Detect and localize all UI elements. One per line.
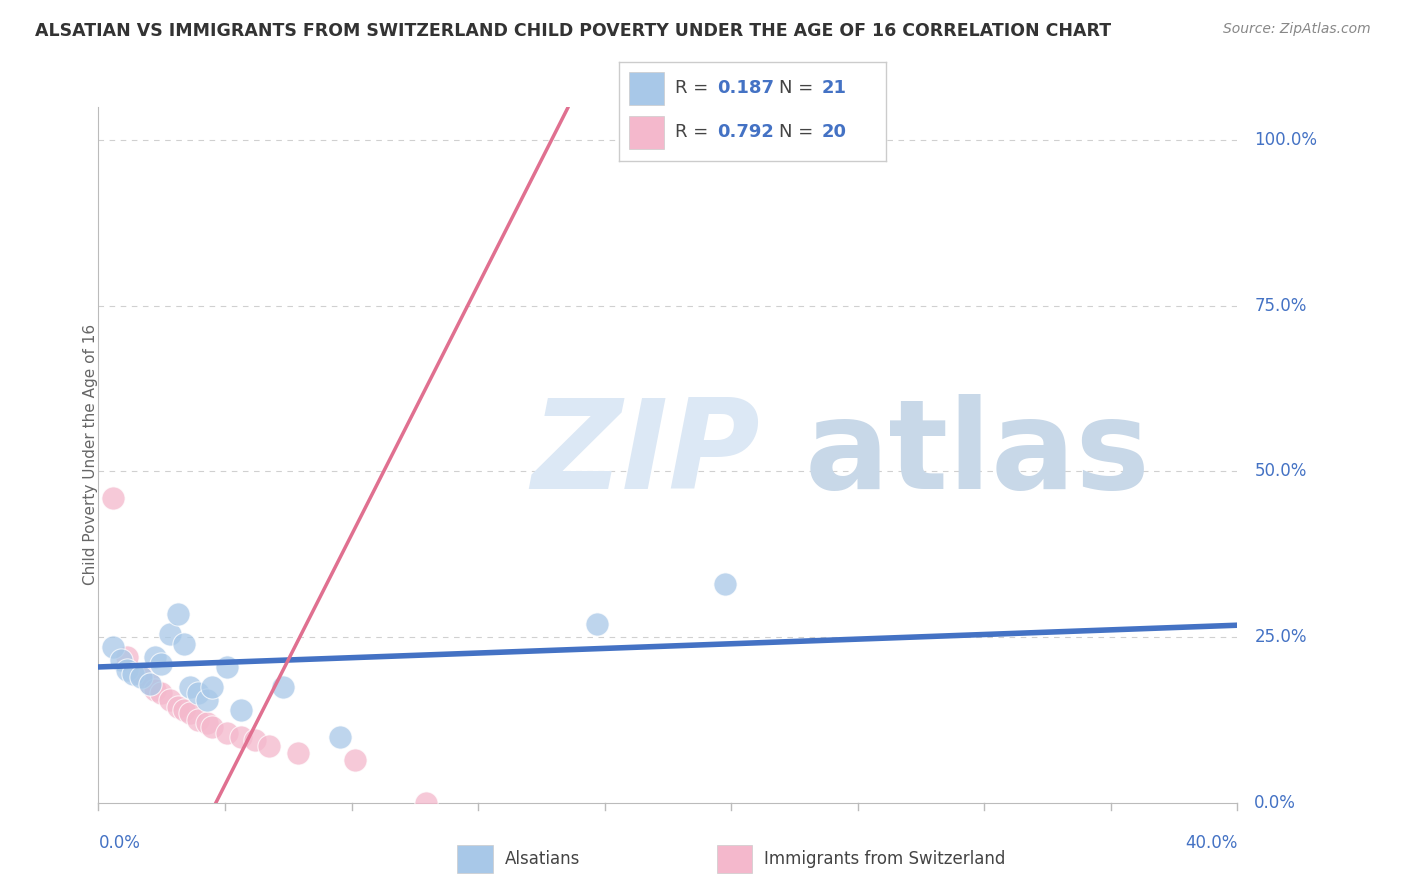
Point xyxy=(201,720,224,734)
Point xyxy=(329,730,352,744)
Point xyxy=(115,663,138,677)
Point xyxy=(229,730,252,744)
Y-axis label: Child Poverty Under the Age of 16: Child Poverty Under the Age of 16 xyxy=(83,325,97,585)
Text: R =: R = xyxy=(675,79,714,97)
Point xyxy=(187,713,209,727)
Point xyxy=(129,670,152,684)
Point xyxy=(159,627,181,641)
Point xyxy=(215,660,238,674)
FancyBboxPatch shape xyxy=(717,845,752,872)
FancyBboxPatch shape xyxy=(630,72,664,104)
Point xyxy=(259,739,281,754)
Text: N =: N = xyxy=(779,123,818,141)
Point xyxy=(243,732,266,747)
Text: 21: 21 xyxy=(821,79,846,97)
Point xyxy=(229,703,252,717)
Text: N =: N = xyxy=(779,79,818,97)
Text: ALSATIAN VS IMMIGRANTS FROM SWITZERLAND CHILD POVERTY UNDER THE AGE OF 16 CORREL: ALSATIAN VS IMMIGRANTS FROM SWITZERLAND … xyxy=(35,22,1111,40)
Text: 0.187: 0.187 xyxy=(717,79,775,97)
Point xyxy=(110,653,132,667)
Text: 0.792: 0.792 xyxy=(717,123,775,141)
Point xyxy=(585,616,607,631)
Point xyxy=(195,693,218,707)
Point xyxy=(215,726,238,740)
Text: atlas: atlas xyxy=(804,394,1150,516)
Text: 0.0%: 0.0% xyxy=(98,834,141,852)
FancyBboxPatch shape xyxy=(630,117,664,149)
Point xyxy=(145,683,167,698)
Text: 75.0%: 75.0% xyxy=(1254,297,1306,315)
FancyBboxPatch shape xyxy=(457,845,492,872)
Point xyxy=(167,607,190,621)
Text: Immigrants from Switzerland: Immigrants from Switzerland xyxy=(765,849,1005,868)
Text: 0.0%: 0.0% xyxy=(1254,794,1296,812)
Point xyxy=(150,657,173,671)
Text: 100.0%: 100.0% xyxy=(1254,131,1317,149)
Point xyxy=(195,716,218,731)
Point xyxy=(129,666,152,681)
Point xyxy=(138,676,160,690)
Text: 20: 20 xyxy=(821,123,846,141)
Text: 40.0%: 40.0% xyxy=(1185,834,1237,852)
Point xyxy=(115,650,138,665)
Point xyxy=(159,693,181,707)
Point xyxy=(173,637,195,651)
Point xyxy=(173,703,195,717)
Point xyxy=(273,680,295,694)
Text: Source: ZipAtlas.com: Source: ZipAtlas.com xyxy=(1223,22,1371,37)
Point xyxy=(167,699,190,714)
Point xyxy=(101,491,124,505)
Point xyxy=(201,680,224,694)
Point xyxy=(101,640,124,654)
Text: R =: R = xyxy=(675,123,714,141)
Text: ZIP: ZIP xyxy=(531,394,759,516)
Point xyxy=(179,706,201,721)
Point xyxy=(415,796,437,810)
Point xyxy=(187,686,209,700)
Point xyxy=(145,650,167,665)
Point xyxy=(179,680,201,694)
Text: 25.0%: 25.0% xyxy=(1254,628,1306,646)
Text: Alsatians: Alsatians xyxy=(505,849,579,868)
Point xyxy=(138,676,160,690)
Text: 50.0%: 50.0% xyxy=(1254,462,1306,481)
Point xyxy=(714,577,737,591)
Point xyxy=(150,686,173,700)
Point xyxy=(121,666,143,681)
Point xyxy=(287,746,309,760)
Point xyxy=(343,753,366,767)
